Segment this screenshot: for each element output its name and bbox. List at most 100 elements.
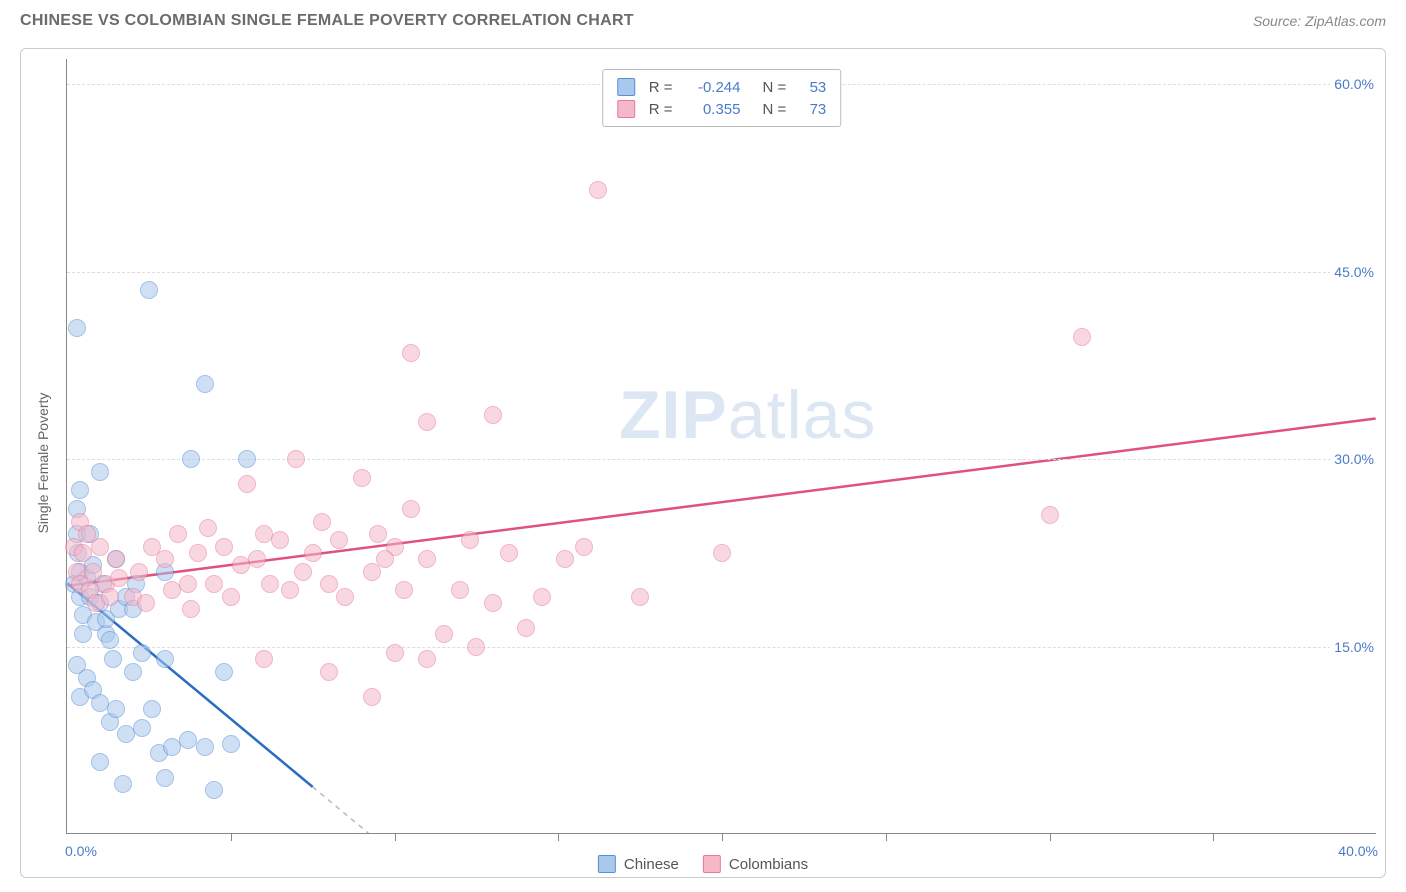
scatter-point [304,544,322,562]
scatter-point [556,550,574,568]
y-axis-title: Single Female Poverty [35,393,51,534]
scatter-point [418,550,436,568]
legend-series-item: Colombians [703,855,808,873]
scatter-point [124,663,142,681]
scatter-point [533,588,551,606]
legend-n-label: N = [763,101,787,118]
legend-swatch [617,78,635,96]
scatter-point [222,735,240,753]
legend-series-label: Colombians [729,856,808,873]
scatter-point [484,406,502,424]
x-tick [395,833,396,841]
y-tick-label: 30.0% [1330,449,1378,469]
legend-r-label: R = [649,101,673,118]
chart-header: CHINESE VS COLOMBIAN SINGLE FEMALE POVER… [0,0,1406,38]
legend-series-item: Chinese [598,855,679,873]
legend-series: Chinese Colombians [598,855,808,873]
scatter-point [68,319,86,337]
scatter-point [467,638,485,656]
scatter-point [255,525,273,543]
y-tick-label: 15.0% [1330,637,1378,657]
scatter-point [133,644,151,662]
scatter-point [101,588,119,606]
scatter-point [386,644,404,662]
scatter-point [238,475,256,493]
scatter-point [517,619,535,637]
scatter-point [107,550,125,568]
scatter-point [320,575,338,593]
scatter-point [402,500,420,518]
scatter-point [205,575,223,593]
scatter-point [117,725,135,743]
legend-r-label: R = [649,79,673,96]
scatter-point [376,550,394,568]
legend-swatch [703,855,721,873]
scatter-point [91,538,109,556]
scatter-point [196,375,214,393]
scatter-point [418,413,436,431]
x-tick-label: 40.0% [1338,843,1378,859]
gridline [67,647,1376,648]
scatter-point [461,531,479,549]
x-tick [1213,833,1214,841]
scatter-point [336,588,354,606]
scatter-point [255,650,273,668]
plot-area: ZIPatlas R = -0.244 N = 53 R = 0.355 N = 73 15.… [66,59,1376,834]
scatter-point [137,594,155,612]
x-tick [231,833,232,841]
scatter-point [156,650,174,668]
scatter-point [179,731,197,749]
scatter-point [114,775,132,793]
chart-container: Single Female Poverty ZIPatlas R = -0.244… [20,48,1386,878]
legend-n-value: 73 [796,101,826,118]
scatter-point [215,663,233,681]
x-tick [886,833,887,841]
scatter-point [294,563,312,581]
scatter-point [1073,328,1091,346]
scatter-point [205,781,223,799]
source-prefix: Source: [1253,13,1305,29]
x-tick [1050,833,1051,841]
scatter-point [1041,506,1059,524]
scatter-point [74,544,92,562]
scatter-point [179,575,197,593]
scatter-point [169,525,187,543]
trend-lines [67,59,1376,833]
legend-correlation-row: R = -0.244 N = 53 [617,76,827,98]
scatter-point [156,769,174,787]
scatter-point [91,753,109,771]
scatter-point [713,544,731,562]
legend-n-label: N = [763,79,787,96]
scatter-point [238,450,256,468]
scatter-point [143,700,161,718]
legend-correlation-box: R = -0.244 N = 53 R = 0.355 N = 73 [602,69,842,127]
legend-n-value: 53 [796,79,826,96]
source-link[interactable]: ZipAtlas.com [1305,13,1386,29]
scatter-point [215,538,233,556]
scatter-point [107,700,125,718]
scatter-point [589,181,607,199]
scatter-point [631,588,649,606]
legend-r-value: 0.355 [683,101,741,118]
scatter-point [232,556,250,574]
scatter-point [353,469,371,487]
legend-swatch [598,855,616,873]
x-tick [558,833,559,841]
scatter-point [575,538,593,556]
scatter-point [271,531,289,549]
scatter-point [248,550,266,568]
watermark: ZIPatlas [619,376,876,454]
source-attribution: Source: ZipAtlas.com [1253,13,1386,29]
scatter-point [101,631,119,649]
chart-title: CHINESE VS COLOMBIAN SINGLE FEMALE POVER… [20,12,634,30]
scatter-point [182,600,200,618]
scatter-point [163,581,181,599]
scatter-point [104,650,122,668]
legend-r-value: -0.244 [683,79,741,96]
scatter-point [130,563,148,581]
scatter-point [189,544,207,562]
scatter-point [222,588,240,606]
scatter-point [91,463,109,481]
scatter-point [133,719,151,737]
scatter-point [71,481,89,499]
